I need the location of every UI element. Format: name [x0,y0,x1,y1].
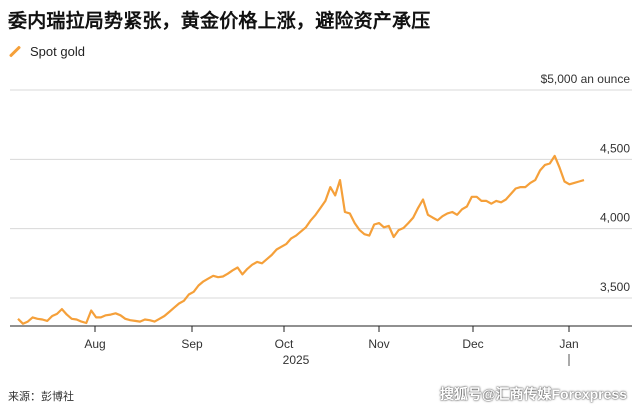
chart-title: 委内瑞拉局势紧张，黄金价格上涨，避险资产承压 [8,11,431,32]
x-tick-label-oct: Oct [275,337,294,351]
watermark: 搜狐号@汇商传媒Forexpress [439,386,627,402]
x-tick-label-nov: Nov [368,337,389,351]
x-axis-year-label: 2025 [283,353,310,367]
y-tick-label: 4,500 [600,141,630,155]
grid-lines [10,89,632,299]
legend: Spot gold [8,44,85,59]
source-note: 来源：彭博社 [8,391,74,403]
x-tick-label-sep: Sep [181,337,203,351]
series-layer [17,154,585,325]
y-tick-label: 3,500 [600,280,630,294]
legend-label-spot-gold: Spot gold [30,44,85,59]
x-axis-ticks: Aug Sep Oct Nov Dec Jan [84,326,579,366]
x-tick-label-aug: Aug [84,337,105,351]
y-tick-label: $5,000 an ounce [541,72,631,86]
y-tick-label: 4,000 [600,211,630,225]
series-line-spot-gold [17,154,585,325]
x-tick-label-jan: Jan [559,337,578,351]
y-axis-tick-labels: 3,500 4,000 4,500 $5,000 an ounce [541,72,631,294]
x-tick-label-dec: Dec [462,337,483,351]
